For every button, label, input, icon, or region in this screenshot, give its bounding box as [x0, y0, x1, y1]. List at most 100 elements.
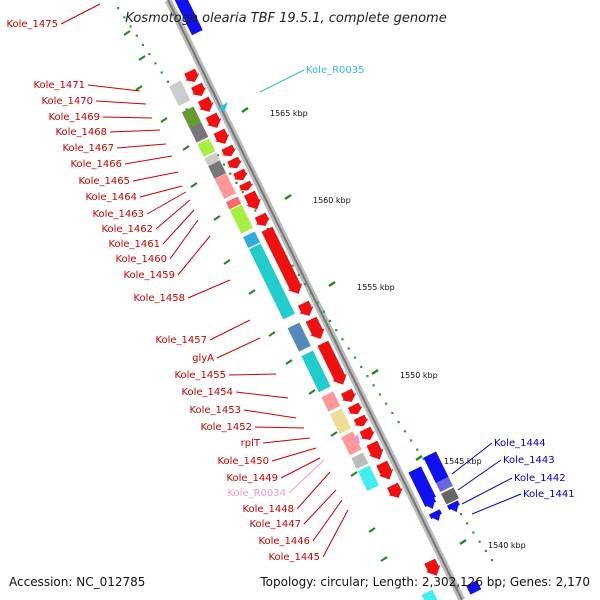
category-block — [243, 231, 261, 249]
gene-label: rplT — [241, 438, 261, 449]
gene-label: Kole_1445 — [268, 552, 320, 563]
callout-line — [471, 493, 522, 515]
track-dash — [213, 215, 221, 221]
tick-mark — [415, 454, 423, 462]
callout-line — [322, 509, 349, 558]
callout-line — [262, 437, 311, 444]
callout-line — [109, 129, 161, 133]
gene-label: Kole_1459 — [123, 270, 175, 281]
tick-label: 1540 kbp — [488, 541, 526, 550]
scale-dot — [154, 62, 157, 65]
gene-label: Kole_1446 — [258, 536, 310, 547]
callout-line — [146, 191, 187, 215]
track-dash — [248, 289, 256, 295]
callout-line — [303, 489, 337, 525]
gene-arrow — [387, 482, 403, 498]
feature-tracks — [169, 0, 482, 600]
gene-label: glyA — [192, 353, 214, 364]
gene-label: Kole_1447 — [249, 519, 301, 530]
scale-dot — [141, 43, 145, 46]
scale-dot — [372, 384, 375, 387]
scale-dot — [397, 421, 400, 424]
scale-dot — [304, 283, 307, 286]
gene-arrow — [424, 558, 441, 576]
track-dash — [123, 30, 131, 36]
gene-arrow — [366, 440, 384, 460]
accession-text: Accession: NC_012785 — [9, 575, 145, 589]
scale-dot — [347, 347, 350, 350]
track-dash — [308, 389, 316, 395]
scale-dot — [254, 209, 257, 212]
category-block — [214, 173, 236, 200]
gene-label: Kole_1465 — [78, 176, 130, 187]
gene-arrow — [347, 402, 363, 415]
gene-label: Kole_1449 — [226, 473, 278, 484]
callout-line — [457, 459, 502, 491]
callout-line — [254, 426, 305, 429]
callout-line — [162, 209, 195, 245]
gene-arrow — [243, 190, 261, 210]
gene-arrow — [317, 340, 347, 385]
gene-label: Kole_1452 — [200, 422, 252, 433]
scale-dot — [391, 411, 394, 414]
scale-dot — [328, 319, 332, 322]
callout-line — [259, 69, 305, 93]
gene-label: Kole_1471 — [33, 80, 85, 91]
track-dash — [190, 182, 198, 188]
blue-gene — [408, 466, 436, 504]
callout-line — [216, 337, 261, 359]
gene-label: Kole_1461 — [108, 239, 160, 250]
callout-line — [271, 447, 317, 462]
callout-line — [461, 477, 513, 505]
gene-arrow — [233, 168, 248, 181]
tick-label: 1565 kbp — [270, 109, 308, 118]
category-block — [181, 106, 202, 129]
gene-label: Kole_R0035 — [306, 65, 365, 76]
scale-dot — [466, 522, 469, 525]
blue-gene — [423, 451, 449, 483]
track-dash — [223, 259, 231, 265]
callout-line — [288, 459, 325, 494]
track-dash — [350, 471, 358, 477]
scale-dot — [241, 191, 244, 194]
gene-label: Kole_1467 — [62, 143, 114, 154]
scale-dot — [422, 457, 425, 460]
gene-label: Kole_1444 — [494, 438, 546, 449]
scale-dot — [322, 310, 325, 313]
callout-line — [87, 84, 141, 92]
category-block — [341, 431, 362, 456]
callout-line — [155, 199, 191, 230]
scale-dot — [316, 301, 319, 304]
scale-dot — [222, 163, 226, 166]
gene-label: Kole_1469 — [48, 112, 100, 123]
gene-arrow — [213, 128, 230, 144]
rna-marker — [352, 434, 360, 444]
callout-line — [296, 471, 331, 510]
gene-label: Kole_1464 — [85, 192, 137, 203]
scale-dot — [135, 34, 138, 37]
category-block — [329, 408, 352, 435]
callout-line — [280, 457, 321, 479]
scale-dot — [403, 430, 406, 433]
map-title: Kosmotoga olearia TBF 19.5.1, complete g… — [125, 11, 446, 26]
scale-dot — [117, 7, 120, 10]
category-block — [248, 243, 295, 320]
gene-label: Kole_1466 — [70, 159, 122, 170]
gene-arrow — [184, 68, 200, 83]
scale-dot — [129, 25, 132, 28]
scale-dot — [297, 273, 300, 276]
scale-dot — [216, 154, 219, 157]
category-block — [197, 138, 216, 157]
tick-mark — [371, 368, 379, 376]
callout-line — [124, 155, 173, 165]
gene-label: Kole_1453 — [189, 405, 241, 416]
gene-arrow — [205, 112, 222, 128]
gene-arrow — [376, 460, 394, 480]
category-block — [321, 391, 341, 412]
tick-label: 1550 kbp — [400, 371, 438, 380]
gene-label: Kole_1460 — [115, 254, 167, 265]
gene-label: Kole_1455 — [174, 370, 226, 381]
scale-ruler: 1565 kbp 1560 kbp 1555 kbp 1550 kbp 1545 kbp… — [117, 7, 526, 562]
tick-label: 1560 kbp — [313, 196, 351, 205]
